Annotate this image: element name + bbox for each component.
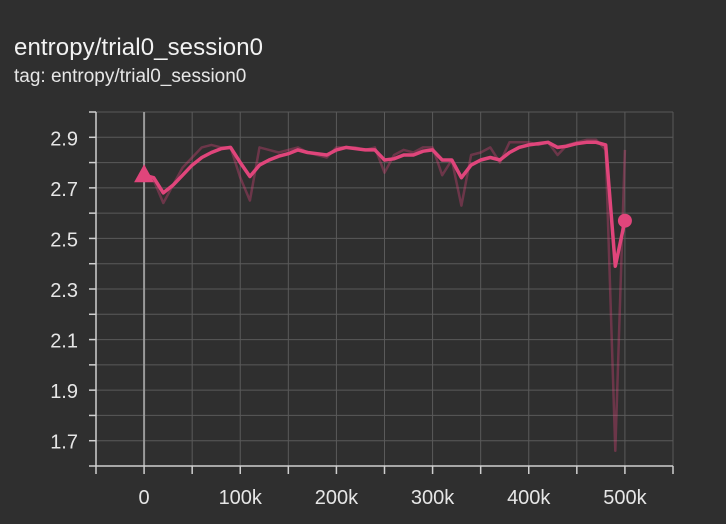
x-tick-label: 0 — [139, 487, 150, 509]
y-tick-label: 2.9 — [50, 128, 78, 150]
smoothed-series-line — [142, 140, 627, 268]
x-tick-label: 300k — [411, 487, 455, 509]
series-layer — [134, 138, 632, 453]
series-end-marker — [617, 213, 632, 228]
series-start-marker — [134, 164, 155, 183]
y-tick-label: 1.9 — [50, 381, 78, 403]
x-tick-label: 400k — [507, 487, 551, 509]
y-tick-label: 2.7 — [50, 179, 78, 201]
y-tick-label: 2.5 — [50, 229, 78, 251]
x-tick-label: 500k — [603, 487, 647, 509]
y-tick-label: 1.7 — [50, 432, 78, 454]
label-layer: 0 100k 200k 300k 400k 500k 1.7 1.9 2.1 2.3 2.5 2.7 2… — [50, 128, 647, 509]
axis-layer — [89, 111, 674, 474]
y-tick-label: 2.1 — [50, 331, 78, 353]
chart-title: entropy/trial0_session0 — [14, 34, 264, 61]
x-tick-label: 200k — [315, 487, 359, 509]
chart-tag: tag: entropy/trial0_session0 — [14, 66, 247, 87]
y-tick-label: 2.3 — [50, 280, 78, 302]
x-tick-label: 100k — [219, 487, 263, 509]
grid-layer — [96, 111, 674, 466]
